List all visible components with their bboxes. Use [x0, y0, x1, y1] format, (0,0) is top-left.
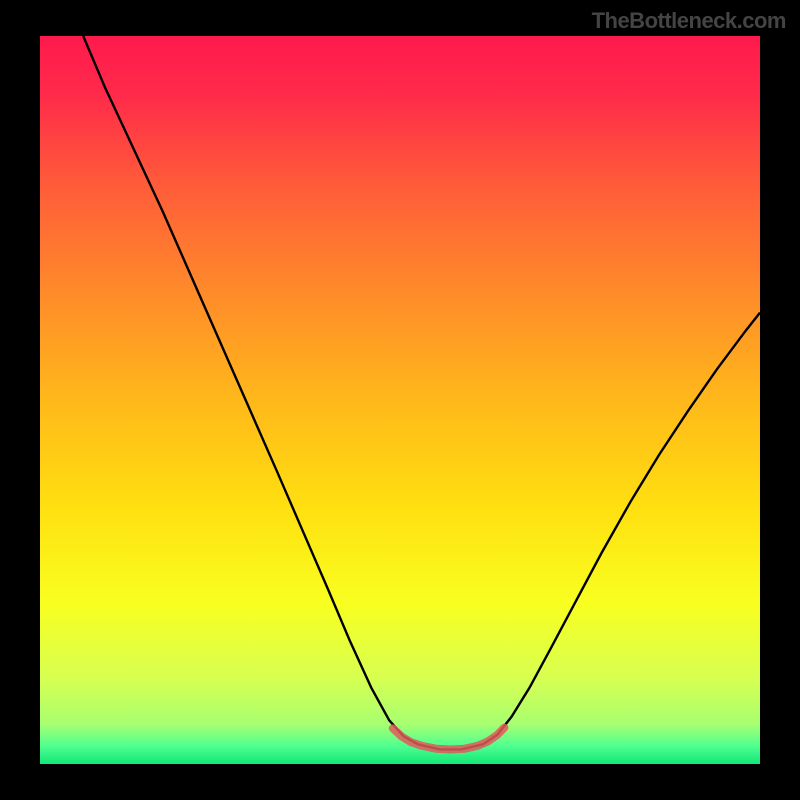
plot-background: [40, 36, 760, 764]
watermark-text: TheBottleneck.com: [592, 8, 786, 34]
bottleneck-chart: [0, 0, 800, 800]
chart-container: TheBottleneck.com: [0, 0, 800, 800]
